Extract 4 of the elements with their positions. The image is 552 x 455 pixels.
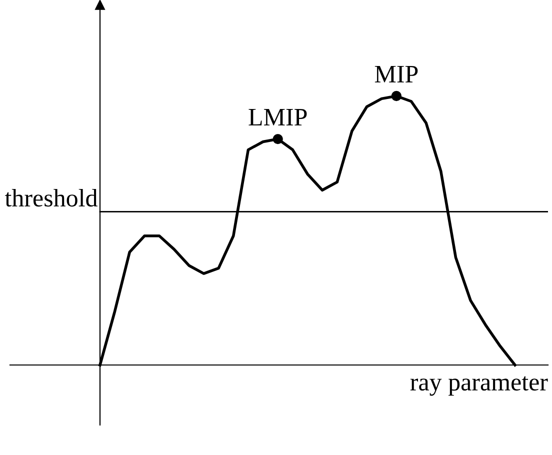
ref-line-label: threshold bbox=[4, 189, 98, 207]
annotation: LMIP bbox=[248, 109, 307, 126]
x-axis-title: ray parameter bbox=[410, 376, 548, 396]
annotation: MIP bbox=[374, 66, 418, 82]
